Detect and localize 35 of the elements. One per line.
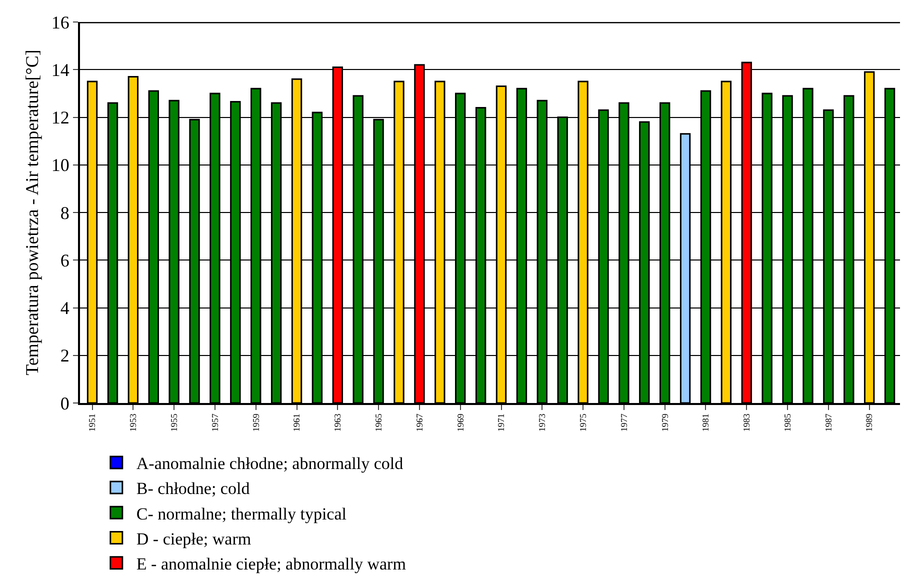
legend-label: B- chłodne; cold	[136, 479, 250, 498]
y-tick-label: 10	[51, 155, 70, 176]
y-tick-label: 6	[60, 250, 70, 270]
x-tick-label: 1967	[414, 413, 424, 432]
x-tick-label: 1957	[210, 413, 220, 432]
y-tick-label: 2	[60, 346, 70, 366]
x-tick-label: 1975	[578, 413, 588, 432]
x-tick-label: 1981	[700, 414, 711, 432]
x-tick-label: 1959	[250, 413, 261, 432]
x-tick-label: 1961	[292, 414, 302, 432]
x-tick-label: 1963	[332, 413, 343, 432]
y-tick-label: 12	[51, 108, 70, 128]
x-tick-label: 1951	[87, 414, 98, 432]
y-tick-label: 8	[60, 202, 70, 223]
legend-label: E - anomalnie ciepłe; abnormally warm	[136, 554, 406, 574]
x-tick-label: 1983	[742, 413, 752, 432]
x-tick-label: 1953	[128, 413, 138, 432]
y-tick-label: 14	[51, 60, 70, 80]
x-tick-label: 1979	[660, 413, 670, 432]
y-axis-title: Temperatura powietrza - Air temperature[°C]	[22, 50, 42, 376]
x-tick-label: 1971	[496, 414, 506, 432]
legend-label: C- normalne; thermally typical	[136, 504, 347, 524]
y-tick-label: 4	[60, 298, 70, 318]
x-tick-label: 1985	[782, 413, 792, 432]
legend-label: D - ciepłe; warm	[136, 529, 252, 548]
x-tick-label: 1955	[168, 413, 179, 432]
legend-label: A-anomalnie chłodne; abnormally cold	[136, 454, 404, 474]
y-tick-label: 0	[60, 393, 70, 414]
x-tick-label: 1965	[373, 413, 384, 432]
x-tick-label: 1969	[455, 413, 466, 432]
y-tick-label: 16	[51, 12, 70, 32]
x-tick-label: 1977	[618, 413, 629, 432]
x-tick-label: 1973	[537, 413, 548, 432]
x-tick-label: 1989	[864, 413, 874, 432]
x-tick-label: 1987	[823, 413, 834, 432]
